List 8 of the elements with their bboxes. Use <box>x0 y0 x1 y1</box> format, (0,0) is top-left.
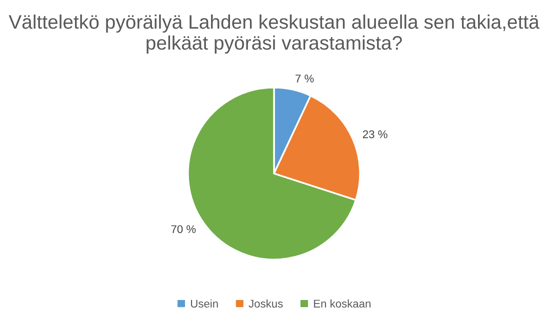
legend-label: Usein <box>191 299 218 308</box>
pie-slice <box>187 86 357 260</box>
data-label: 70 % <box>171 225 196 234</box>
legend-label: Joskus <box>248 299 283 308</box>
chart-title: Vältteletkö pyöräilyä Lahden keskustan alueella sen takia,että pelkäät pyöräsi varastamista? <box>8 14 540 54</box>
data-label: 7 % <box>296 74 314 82</box>
data-label: 23 % <box>362 130 388 138</box>
legend-label: En koskaan <box>314 299 370 308</box>
